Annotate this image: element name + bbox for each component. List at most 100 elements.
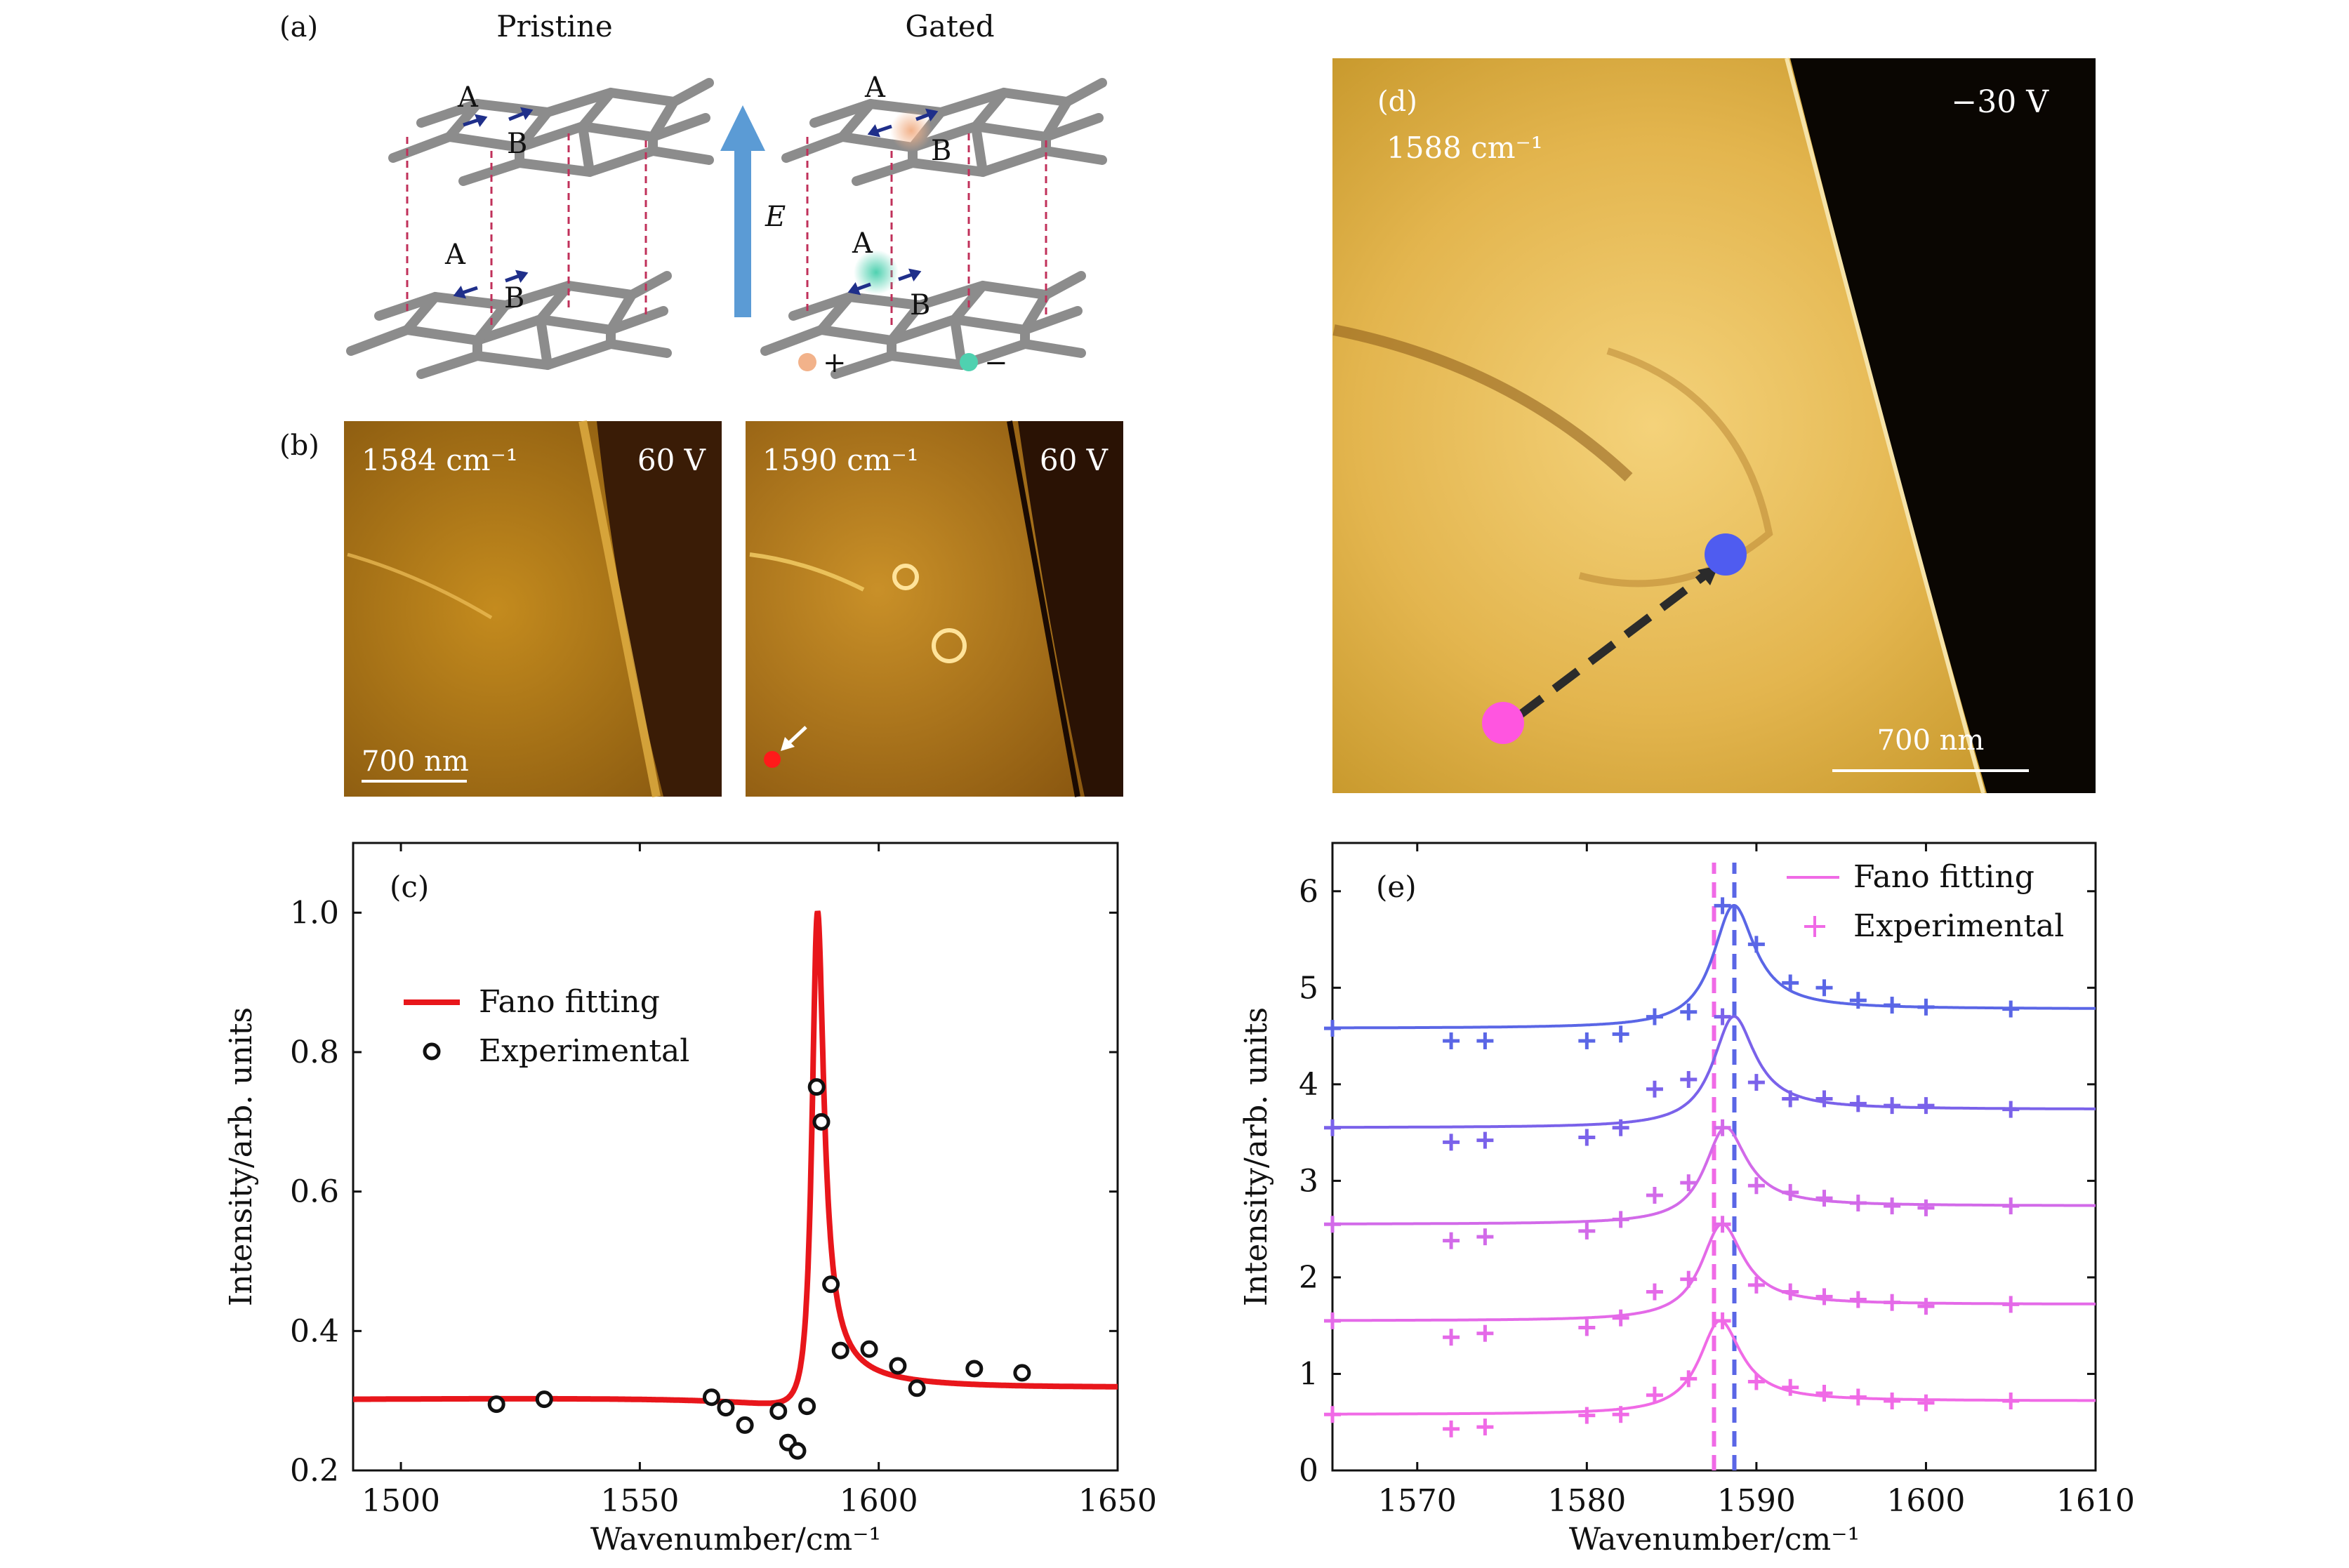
pristine-bilayer-lattice	[346, 78, 714, 379]
chart-e-fit-trace-5	[1332, 904, 2096, 1030]
chart-e-fit-trace-4	[1332, 1015, 2096, 1129]
chart-e-experimental-point	[1578, 1032, 1596, 1049]
chart-e-fano-fits	[1332, 904, 2096, 1416]
chart-e-experimental-points	[1324, 897, 2020, 1437]
chart-e-experimental-point	[1612, 1309, 1629, 1327]
chart-c-ylabel: Intensity/arb. units	[223, 1007, 259, 1306]
chart-e-experimental-point	[1612, 1211, 1629, 1228]
chart-e-experimental-point	[2002, 1000, 2020, 1018]
field-label: E	[765, 201, 786, 233]
pristine-phonon-arrows	[453, 107, 534, 299]
chart-c-xtick-label: 1600	[840, 1483, 918, 1519]
chart-c-legend-experimental: Experimental	[479, 1033, 689, 1069]
chart-e-experimental-point	[1646, 1283, 1663, 1301]
chart-e-experimental-point	[1782, 1183, 1799, 1201]
chart-c-experimental-point	[798, 1397, 816, 1416]
chart-e-experimental-point	[1612, 1025, 1629, 1043]
defect-ring	[1578, 347, 1773, 587]
chart-e-experimental-point	[1324, 1216, 1341, 1233]
chart-c: (c) 1500 1550 1600 1650 0.2 0.4 0.6 0.8 1.0 Fano…	[223, 842, 1157, 1557]
gated-title: Gated	[905, 9, 994, 44]
negative-charge-label: −	[984, 347, 1008, 379]
chart-e-experimental-point	[1747, 1373, 1765, 1390]
chart-e-xlabel: Wavenumber/cm⁻¹	[1569, 1522, 1860, 1557]
chart-c-series-experimental	[487, 1078, 1031, 1460]
chart-e-ytick-label: 5	[1299, 970, 1318, 1006]
chart-e-fit-trace-3	[1332, 1126, 2096, 1225]
map-1590-voltage: 60 V	[1040, 443, 1109, 477]
chart-e-experimental-point	[1476, 1131, 1494, 1149]
chart-e-experimental-point	[1815, 1288, 1833, 1305]
chart-e-experimental-point	[1747, 1074, 1765, 1091]
chart-e-experimental-point	[1747, 936, 1765, 953]
chart-e-experimental-point	[1476, 1032, 1494, 1049]
substrate-region	[1018, 421, 1123, 797]
chart-e-experimental-point	[1612, 1119, 1629, 1136]
chart-e-experimental-point	[1680, 1270, 1698, 1288]
chart-e-experimental-point	[1443, 1329, 1460, 1346]
chart-e-experimental-point	[1476, 1418, 1494, 1436]
chart-e-experimental-point	[1578, 1129, 1596, 1146]
chart-e-experimental-point	[1443, 1232, 1460, 1249]
chart-e-legend-marker-swatch	[1804, 916, 1825, 937]
electric-field-arrow	[720, 105, 765, 317]
chart-e-experimental-point	[1849, 1388, 1867, 1406]
chart-e: (e) 1570 1580 1590 1600 1610 0 1 2 3 4 5 6 Fano fit…	[1238, 842, 2135, 1557]
chart-e-experimental-point	[1476, 1324, 1494, 1342]
map-1588-voltage: −30 V	[1951, 84, 2049, 120]
pristine-bottom-site-a: A	[444, 239, 466, 271]
chart-c-experimental-point	[702, 1388, 720, 1407]
panel-a-label: (a)	[279, 11, 318, 44]
chart-e-experimental-point	[1884, 997, 1901, 1014]
chart-e-experimental-point	[2002, 1296, 2020, 1313]
chart-e-experimental-point	[1917, 1394, 1935, 1411]
map-1588-scalebar-label: 700 nm	[1877, 724, 1985, 757]
negative-charge-glow	[854, 250, 899, 295]
gated-bottom-layer	[760, 271, 1086, 379]
chart-e-legend: Fano fitting Experimental	[1787, 859, 2064, 944]
chart-e-experimental-point	[1680, 1174, 1698, 1192]
pristine-top-layer	[388, 78, 714, 186]
chart-e-legend-fano: Fano fitting	[1853, 859, 2034, 895]
chart-e-experimental-point	[1747, 1276, 1765, 1294]
chart-c-experimental-point	[717, 1399, 735, 1417]
chart-e-experimental-point	[1443, 1032, 1460, 1049]
chart-c-experimental-point	[908, 1379, 926, 1397]
chart-c-legend-fano: Fano fitting	[479, 984, 660, 1020]
raman-map-1590: 1590 cm⁻¹ 60 V	[746, 420, 1123, 797]
chart-e-experimental-point	[1917, 998, 1935, 1016]
chart-e-ytick-label: 2	[1299, 1260, 1318, 1296]
chart-e-experimental-point	[1917, 1097, 1935, 1115]
trajectory-arrow	[1516, 572, 1707, 719]
chart-e-experimental-point	[1714, 1216, 1731, 1233]
map-1584-scalebar-label: 700 nm	[362, 745, 469, 778]
charge-legend: + −	[798, 347, 1008, 379]
chart-e-experimental-point	[1747, 1177, 1765, 1195]
chart-c-experimental-point	[831, 1341, 849, 1360]
chart-e-experimental-point	[1782, 1283, 1799, 1301]
chart-e-experimental-point	[1815, 1384, 1833, 1402]
chart-e-experimental-point	[1578, 1407, 1596, 1424]
chart-e-ytick-label: 1	[1299, 1356, 1318, 1392]
chart-c-ytick-label: 0.8	[290, 1035, 339, 1070]
chart-e-experimental-point	[1714, 1119, 1731, 1136]
chart-c-frame	[352, 842, 1119, 1472]
map-1590-wavenumber: 1590 cm⁻¹	[762, 443, 919, 477]
chart-c-ticks: 1500 1550 1600 1650 0.2 0.4 0.6 0.8 1.0	[290, 843, 1157, 1519]
chart-e-experimental-point	[1443, 1134, 1460, 1151]
raman-map-1584: 1584 cm⁻¹ 60 V 700 nm	[344, 420, 722, 798]
chart-c-panel-label: (c)	[390, 870, 429, 904]
chart-e-experimental-point	[1917, 1298, 1935, 1315]
chart-c-ytick-label: 0.4	[290, 1313, 339, 1349]
gated-bottom-site-b: B	[910, 289, 930, 321]
chart-e-experimental-point	[1476, 1228, 1494, 1246]
panel-d: (d) 1588 cm⁻¹ −30 V 700 nm	[1332, 58, 2096, 794]
chart-e-experimental-point	[1884, 1197, 1901, 1215]
chart-e-experimental-point	[1680, 1003, 1698, 1021]
chart-e-experimental-point	[1849, 1095, 1867, 1112]
chart-e-xtick-label: 1580	[1547, 1483, 1626, 1519]
chart-c-experimental-point	[965, 1360, 984, 1378]
positive-charge-glow	[890, 109, 932, 152]
chart-e-experimental-point	[1849, 1195, 1867, 1212]
chart-c-legend: Fano fitting Experimental	[404, 984, 689, 1069]
